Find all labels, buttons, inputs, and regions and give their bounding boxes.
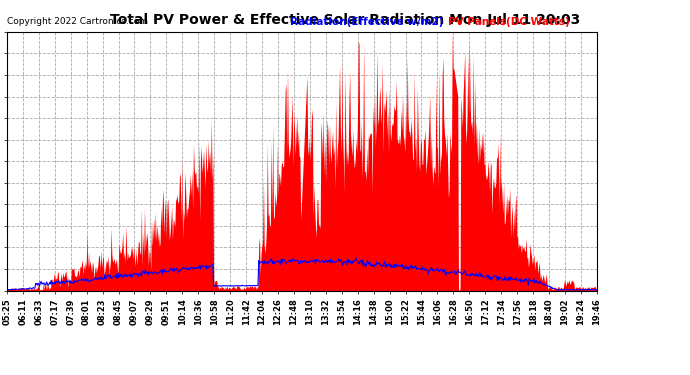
Text: Total PV Power & Effective Solar Radiation Mon Jul 11 20:03: Total PV Power & Effective Solar Radiati…: [110, 13, 580, 27]
Text: PV Panels(DC Watts): PV Panels(DC Watts): [448, 17, 570, 27]
Text: Radiation(Effective w/m2): Radiation(Effective w/m2): [290, 17, 443, 27]
Text: Copyright 2022 Cartronics.com: Copyright 2022 Cartronics.com: [7, 17, 148, 26]
